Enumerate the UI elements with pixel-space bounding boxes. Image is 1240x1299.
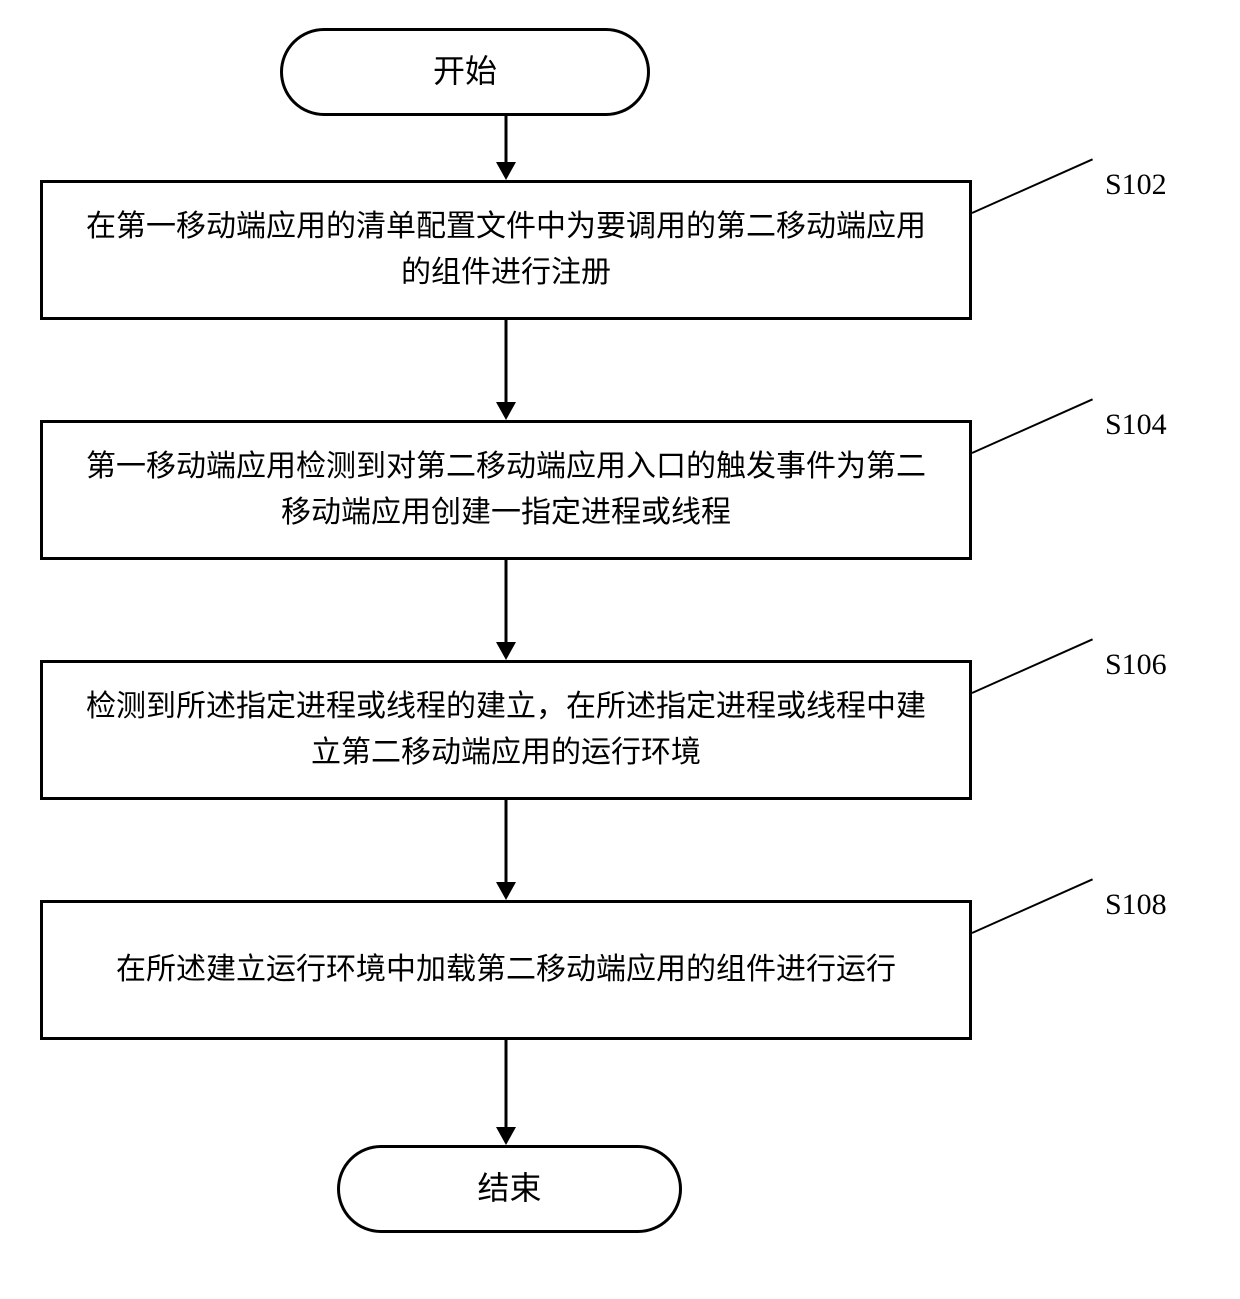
process-s108: 在所述建立运行环境中加载第二移动端应用的组件进行运行 xyxy=(40,900,972,1040)
step-label-s106: S106 xyxy=(1105,648,1167,682)
step-label-s108: S108 xyxy=(1105,888,1167,922)
flowchart-canvas: 开始 在第一移动端应用的清单配置文件中为要调用的第二移动端应用的组件进行注册 S… xyxy=(0,20,1240,1279)
arrow-s104-s106 xyxy=(490,560,522,660)
step-label-s104: S104 xyxy=(1105,408,1167,442)
connector-s102 xyxy=(972,158,1093,214)
connector-s106 xyxy=(972,638,1093,694)
process-s102-text: 在第一移动端应用的清单配置文件中为要调用的第二移动端应用的组件进行注册 xyxy=(83,204,929,297)
terminal-end-label: 结束 xyxy=(477,1164,541,1214)
arrow-s108-end xyxy=(490,1040,522,1145)
process-s106-text: 检测到所述指定进程或线程的建立，在所述指定进程或线程中建立第二移动端应用的运行环… xyxy=(83,684,929,777)
process-s104-text: 第一移动端应用检测到对第二移动端应用入口的触发事件为第二移动端应用创建一指定进程… xyxy=(83,444,929,537)
process-s102: 在第一移动端应用的清单配置文件中为要调用的第二移动端应用的组件进行注册 xyxy=(40,180,972,320)
connector-s104 xyxy=(972,398,1093,454)
terminal-start: 开始 xyxy=(280,28,650,116)
arrow-s102-s104 xyxy=(490,320,522,420)
terminal-start-label: 开始 xyxy=(433,47,497,97)
process-s106: 检测到所述指定进程或线程的建立，在所述指定进程或线程中建立第二移动端应用的运行环… xyxy=(40,660,972,800)
arrow-start-s102 xyxy=(490,116,522,180)
connector-s108 xyxy=(972,878,1093,934)
process-s104: 第一移动端应用检测到对第二移动端应用入口的触发事件为第二移动端应用创建一指定进程… xyxy=(40,420,972,560)
step-label-s102: S102 xyxy=(1105,168,1167,202)
arrow-s106-s108 xyxy=(490,800,522,900)
process-s108-text: 在所述建立运行环境中加载第二移动端应用的组件进行运行 xyxy=(116,947,896,994)
terminal-end: 结束 xyxy=(337,1145,682,1233)
